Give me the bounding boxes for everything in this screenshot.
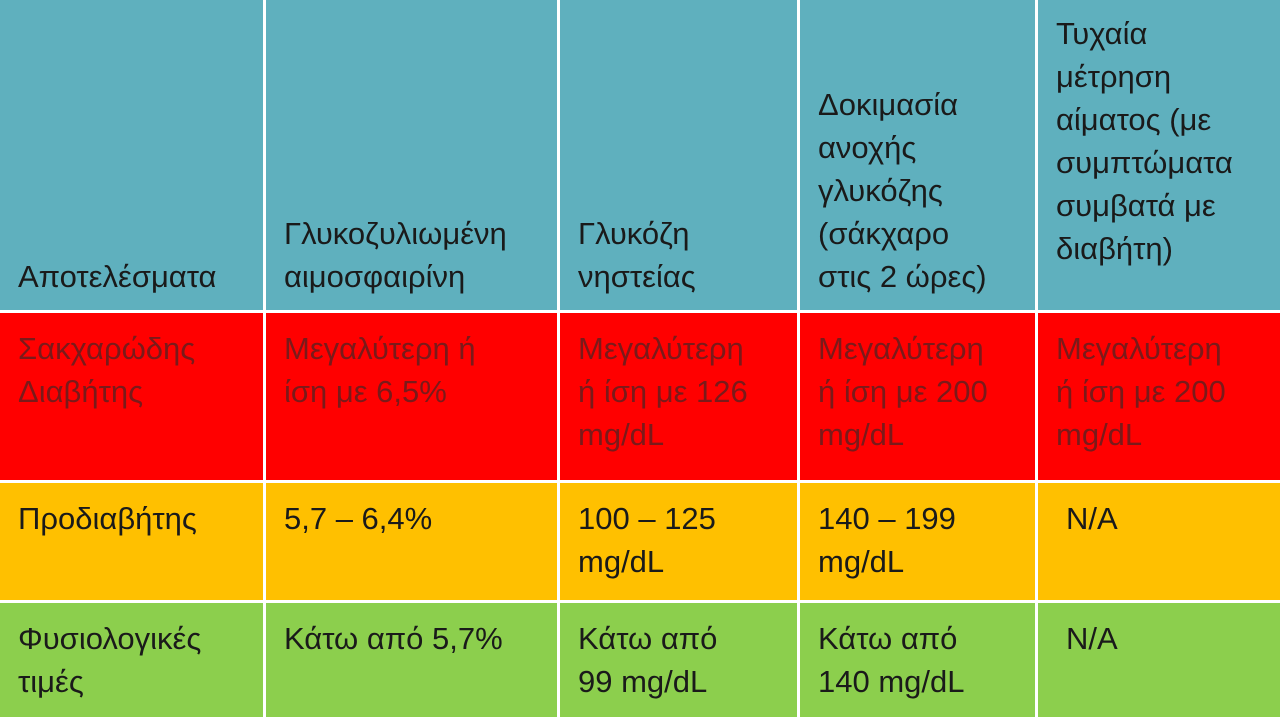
cell-normal-random: N/A [1038,603,1280,720]
header-random-measurement: Τυχαία μέτρηση αίματος (με συμπτώματα συ… [1038,0,1280,313]
row-label-diabetes: Σακχαρώδης Διαβήτης [0,313,266,483]
cell-prediabetes-hba1c: 5,7 – 6,4% [266,483,560,603]
cell-diabetes-random: Μεγαλύτερη ή ίση με 200 mg/dL [1038,313,1280,483]
cell-diabetes-hba1c: Μεγαλύτερη ή ίση με 6,5% [266,313,560,483]
cell-diabetes-tolerance: Μεγαλύτερη ή ίση με 200 mg/dL [800,313,1038,483]
header-hba1c: Γλυκοζυλιωμένη αιμοσφαιρίνη [266,0,560,313]
header-glucose-tolerance: Δοκιμασία ανοχής γλυκόζης (σάκχαρο στις … [800,0,1038,313]
row-label-prediabetes: Προδιαβήτης [0,483,266,603]
header-fasting-glucose: Γλυκόζη νηστείας [560,0,800,313]
row-label-normal: Φυσιολογικές τιμές [0,603,266,720]
cell-normal-fasting: Κάτω από 99 mg/dL [560,603,800,720]
cell-prediabetes-fasting: 100 – 125 mg/dL [560,483,800,603]
cell-normal-tolerance: Κάτω από 140 mg/dL [800,603,1038,720]
cell-normal-hba1c: Κάτω από 5,7% [266,603,560,720]
cell-diabetes-fasting: Μεγαλύτερη ή ίση με 126 mg/dL [560,313,800,483]
cell-prediabetes-tolerance: 140 – 199 mg/dL [800,483,1038,603]
cell-prediabetes-random: N/A [1038,483,1280,603]
header-results: Αποτελέσματα [0,0,266,313]
